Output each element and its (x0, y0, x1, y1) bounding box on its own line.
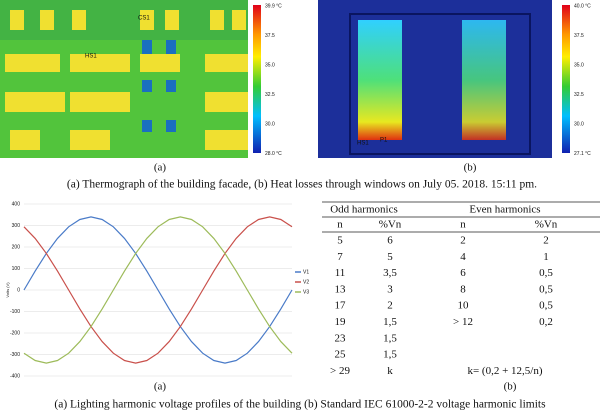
table-cell: 0,5 (539, 300, 553, 312)
table-group: Even harmonics (469, 204, 540, 216)
y-tick-label: 0 (17, 287, 20, 293)
table-cell: 3,5 (383, 267, 397, 279)
legend-label: V3 (303, 289, 309, 295)
annotation: P1 (380, 138, 388, 144)
table-cell: k= (0,2 + 12,5/n) (467, 365, 542, 377)
y-tick-label: -400 (10, 373, 20, 379)
sublabel: (b) (504, 381, 517, 393)
colorbar-label: 30.0 (265, 121, 275, 127)
table-cell: 5 (387, 251, 393, 263)
colorbar-label: 37.5 (574, 33, 584, 39)
table-cell: 17 (335, 300, 347, 312)
legend-label: V1 (303, 269, 309, 275)
table-cell: 0,5 (539, 267, 553, 279)
thermograph-b (318, 0, 570, 158)
y-tick-label: 200 (12, 244, 21, 250)
table-cell: 5 (337, 235, 343, 247)
caption: (a) Lighting harmonic voltage profiles o… (54, 399, 546, 411)
colorbar-label: 28.0 °C (265, 151, 282, 157)
table-cell: 1,5 (383, 349, 397, 361)
table-header: %Vn (379, 219, 402, 231)
colorbar-label: 37.5 (265, 33, 275, 39)
table-cell: 0,2 (539, 316, 553, 328)
y-tick-label: -200 (10, 330, 20, 336)
table-cell: 1,5 (383, 332, 397, 344)
line-series (23, 216, 293, 364)
table-cell: 7 (337, 251, 343, 263)
table-cell: 11 (335, 267, 346, 279)
colorbar-label: 39.9 °C (265, 3, 282, 9)
annotation: HS1 (85, 54, 97, 60)
colorbar-label: 27.1 °C (574, 151, 591, 157)
table-cell: 10 (458, 300, 470, 312)
annotation: CS1 (138, 16, 150, 22)
table-group: Odd harmonics (330, 204, 398, 216)
table-cell: 1,5 (383, 316, 397, 328)
table-cell: 19 (335, 316, 347, 328)
table-header: n (460, 219, 466, 231)
table-cell: 2 (460, 235, 466, 247)
caption: (a) Thermograph of the building facade, … (67, 179, 537, 191)
table-cell: 6 (387, 235, 393, 247)
table-cell: > 29 (330, 365, 350, 377)
colorbar-label: 32.5 (265, 92, 275, 98)
colorbar-label: 32.5 (574, 92, 584, 98)
sublabel: (a) (154, 162, 167, 174)
legend-label: V2 (303, 279, 309, 285)
line-series (23, 216, 293, 364)
table-cell: 2 (543, 235, 549, 247)
thermograph-a (0, 0, 261, 158)
table-lines (322, 201, 600, 233)
colorbar-label: 30.0 (574, 121, 584, 127)
table-cell: 8 (460, 283, 466, 295)
y-axis-label: Volts (V) (5, 282, 10, 298)
y-tick-label: -300 (10, 352, 20, 358)
table-cell: 2 (387, 300, 393, 312)
table-cell: 25 (335, 349, 347, 361)
table-cell: 13 (335, 283, 347, 295)
annotation: HS1 (357, 141, 369, 147)
table-cell: 1 (543, 251, 549, 263)
table-cell: > 12 (453, 316, 473, 328)
table-header: n (337, 219, 343, 231)
table-cell: 0,5 (539, 283, 553, 295)
table-cell: k (387, 365, 393, 377)
table-cell: 23 (335, 332, 347, 344)
colorbar-label: 35.0 (574, 62, 584, 68)
table-cell: 4 (460, 251, 466, 263)
y-tick-label: 300 (12, 223, 21, 229)
sublabel: (b) (464, 162, 477, 174)
y-tick-label: 100 (12, 266, 21, 272)
sublabel: (a) (154, 381, 167, 393)
colorbar-label: 40.0 °C (574, 3, 591, 9)
table-header: %Vn (535, 219, 558, 231)
table-cell: 3 (387, 283, 393, 295)
y-tick-label: -100 (10, 309, 20, 315)
colorbar-label: 35.0 (265, 62, 275, 68)
y-tick-label: 400 (12, 201, 21, 207)
line-series (23, 216, 293, 364)
table-cell: 6 (460, 267, 466, 279)
